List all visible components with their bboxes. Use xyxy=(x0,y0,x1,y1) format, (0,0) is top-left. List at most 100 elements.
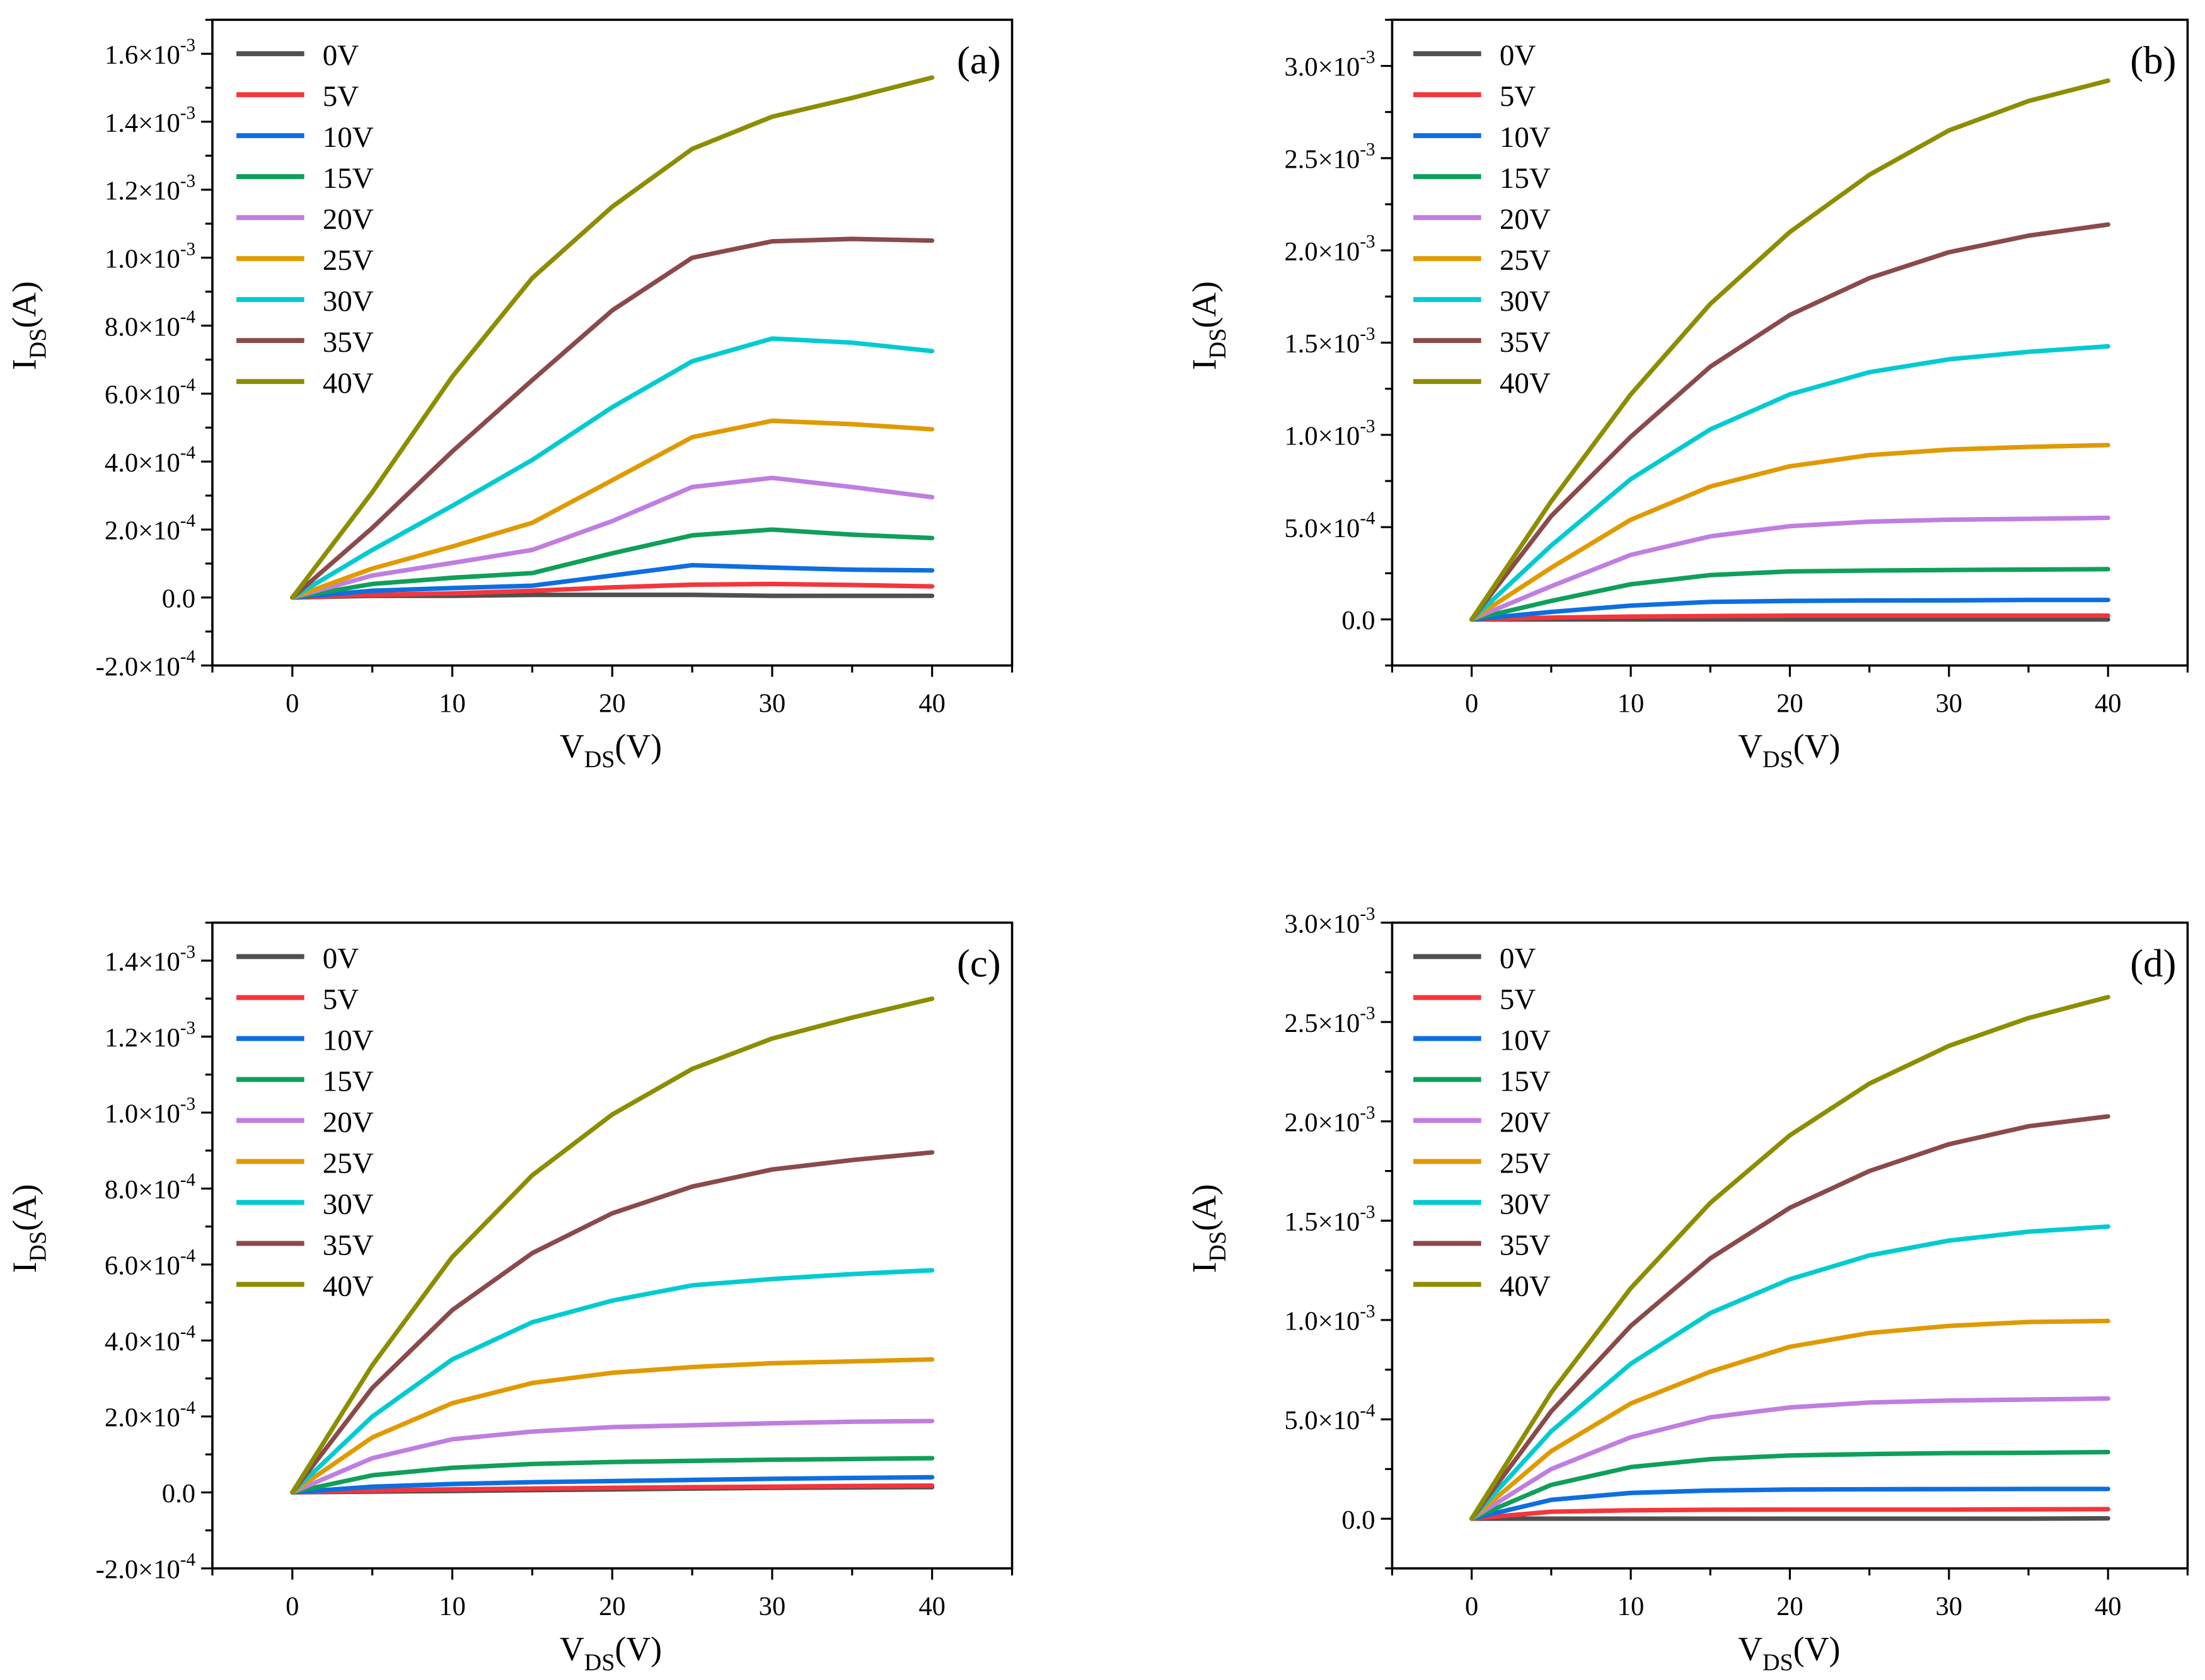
y-tick-exponent: -3 xyxy=(1360,1004,1375,1024)
series-line-30V xyxy=(1469,344,2110,622)
x-tick-label: 0 xyxy=(1465,689,1478,719)
legend-label: 40V xyxy=(323,367,374,400)
y-tick-mantissa: 2.0×10 xyxy=(1284,237,1360,267)
y-tick-label: -2.0×10-4 xyxy=(96,647,196,681)
y-tick-exponent: -3 xyxy=(1360,324,1375,344)
legend-label: 0V xyxy=(323,942,359,975)
y-tick-exponent: -4 xyxy=(180,1398,196,1418)
y-tick-exponent: -3 xyxy=(180,103,195,124)
series-line-35V xyxy=(1469,1114,2110,1521)
y-tick-mantissa: 3.0×10 xyxy=(1284,909,1360,939)
x-tick-label: 0 xyxy=(1465,1592,1478,1621)
y-tick-label: 0.0 xyxy=(162,584,195,614)
y-tick-exponent: -3 xyxy=(180,1094,195,1114)
y-tick-exponent: -3 xyxy=(1360,904,1375,924)
legend-label: 10V xyxy=(323,1024,374,1057)
y-tick-mantissa: 1.4×10 xyxy=(105,947,180,977)
y-axis-label-sub: DS xyxy=(25,328,51,359)
y-tick-mantissa: 1.0×10 xyxy=(105,244,180,274)
legend-label: 30V xyxy=(1500,285,1551,318)
series-line-10V xyxy=(290,562,935,600)
legend-label: 25V xyxy=(1500,244,1551,277)
y-tick-label: -2.0×10-4 xyxy=(96,1550,196,1584)
legend-label: 25V xyxy=(323,244,374,277)
y-tick-exponent: -4 xyxy=(180,375,196,395)
x-tick-label: 40 xyxy=(918,689,946,719)
x-axis-label-sub: DS xyxy=(1762,746,1793,773)
x-tick-label: 10 xyxy=(1618,1592,1645,1621)
y-tick-mantissa: 6.0×10 xyxy=(105,380,180,410)
y-tick-exponent: -4 xyxy=(1360,1401,1375,1421)
x-tick-label: 20 xyxy=(1776,689,1803,719)
x-tick-label: 0 xyxy=(286,689,299,719)
y-axis-label-tail: (A) xyxy=(6,1184,43,1231)
y-tick-exponent: -3 xyxy=(1360,1103,1375,1123)
legend-label: 30V xyxy=(323,1188,374,1220)
y-tick-label: 1.4×10-3 xyxy=(105,103,195,138)
series-line-20V xyxy=(290,1418,935,1495)
y-tick-exponent: -3 xyxy=(180,171,195,191)
y-tick-mantissa: 4.0×10 xyxy=(105,448,180,478)
y-tick-mantissa: 2.5×10 xyxy=(1284,145,1360,175)
y-tick-label: 0.0 xyxy=(162,1479,195,1509)
legend-label: 10V xyxy=(1500,121,1551,154)
legend-label: 5V xyxy=(1500,983,1536,1016)
x-tick-label: 20 xyxy=(599,689,626,719)
x-axis-label-tail: (V) xyxy=(615,727,662,765)
legend-label: 5V xyxy=(1500,80,1536,113)
series-line-25V xyxy=(1469,443,2110,622)
x-axis-label-sub: DS xyxy=(584,1649,615,1676)
y-tick-mantissa: 5.0×10 xyxy=(1284,514,1360,543)
y-axis-label-main: I xyxy=(6,1262,43,1273)
y-axis-label: IDS(A) xyxy=(1185,1184,1231,1273)
series-line-15V xyxy=(1469,1449,2110,1521)
x-axis-label: VDS(V) xyxy=(560,1630,662,1676)
y-axis-label-main: I xyxy=(1185,1262,1223,1273)
y-tick-exponent: -4 xyxy=(180,511,196,531)
y-tick-label: 8.0×10-4 xyxy=(105,1170,196,1205)
y-tick-mantissa: 1.4×10 xyxy=(105,108,180,138)
series-line-5V xyxy=(290,1483,935,1495)
y-axis-label-tail: (A) xyxy=(6,281,43,328)
y-tick-exponent: -4 xyxy=(180,1246,196,1266)
y-tick-label: 2.0×10-4 xyxy=(105,511,196,546)
y-tick-mantissa: 5.0×10 xyxy=(1284,1406,1360,1435)
legend-label: 35V xyxy=(323,1229,374,1261)
y-tick-exponent: -3 xyxy=(1360,1202,1375,1222)
legend-label: 0V xyxy=(1500,942,1536,975)
x-axis-label-tail: (V) xyxy=(615,1630,662,1668)
y-axis-label-sub: DS xyxy=(1205,328,1231,359)
y-tick-exponent: -3 xyxy=(1360,139,1375,159)
y-tick-exponent: -3 xyxy=(180,1018,195,1038)
legend: 0V 5V 10V 15V 20V 25V 30V 35V 40V xyxy=(236,39,374,400)
legend-label: 5V xyxy=(323,80,359,113)
series-line-5V xyxy=(1469,1507,2110,1521)
y-tick-exponent: -3 xyxy=(1360,47,1375,67)
y-tick-label: 8.0×10-4 xyxy=(105,307,196,342)
y-tick-mantissa: 0.0 xyxy=(1341,606,1375,635)
series-line-10V xyxy=(290,1474,935,1495)
y-axis-label: IDS(A) xyxy=(6,281,52,370)
y-tick-mantissa: 4.0×10 xyxy=(105,1327,180,1357)
y-tick-label: 6.0×10-4 xyxy=(105,375,196,410)
y-axis-label-sub: DS xyxy=(1205,1231,1231,1262)
y-tick-label: 1.0×10-3 xyxy=(105,1094,195,1128)
series-line-20V xyxy=(1469,1396,2110,1521)
legend-label: 30V xyxy=(323,285,374,318)
y-tick-label: 1.4×10-3 xyxy=(105,942,195,976)
legend-label: 40V xyxy=(323,1270,374,1302)
y-tick-mantissa: 2.0×10 xyxy=(1284,1108,1360,1137)
y-tick-label: 1.2×10-3 xyxy=(105,1018,195,1053)
series-line-25V xyxy=(290,1357,935,1495)
y-tick-mantissa: 1.5×10 xyxy=(1284,329,1360,359)
y-tick-exponent: -4 xyxy=(180,1322,196,1342)
legend-label: 15V xyxy=(1500,162,1551,195)
panel-label: (a) xyxy=(957,38,1001,83)
y-tick-exponent: -3 xyxy=(180,239,195,259)
series-line-25V xyxy=(1469,1318,2110,1521)
y-tick-mantissa: 8.0×10 xyxy=(105,1175,180,1205)
y-tick-label: 1.0×10-3 xyxy=(1284,1301,1375,1336)
y-tick-label: 6.0×10-4 xyxy=(105,1246,196,1280)
legend: 0V 5V 10V 15V 20V 25V 30V 35V 40V xyxy=(1413,942,1551,1302)
legend-label: 20V xyxy=(1500,203,1551,236)
